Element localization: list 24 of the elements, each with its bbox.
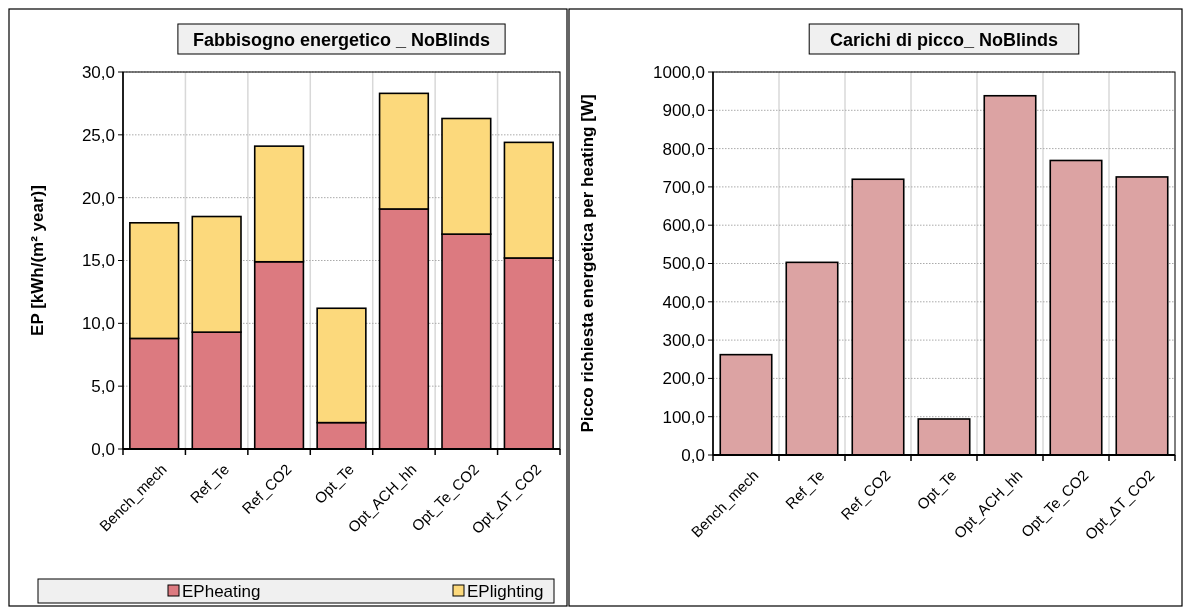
y-tick-label: 0,0 — [681, 445, 705, 465]
legend-label: EPheating — [182, 582, 261, 601]
y-tick-label: 100,0 — [662, 407, 705, 427]
y-axis-title: Picco richiesta energetica per heating [W] — [578, 94, 597, 433]
y-tick-label: 900,0 — [662, 101, 705, 121]
y-tick-label: 300,0 — [662, 331, 705, 351]
chart-title: Carichi di picco_ NoBlinds — [829, 30, 1059, 50]
y-tick-label: 0,0 — [91, 439, 115, 459]
y-tick-label: 10,0 — [81, 314, 115, 334]
y-tick-label: 15,0 — [81, 251, 115, 271]
y-axis-title: EP [kWh/(m² year)] — [28, 185, 47, 336]
legend-label: EPlighting — [467, 582, 544, 601]
y-tick-label: 5,0 — [91, 377, 115, 397]
y-tick-label: 20,0 — [81, 188, 115, 208]
y-tick-label: 25,0 — [81, 125, 115, 145]
y-tick-label: 500,0 — [662, 254, 705, 274]
y-tick-label: 700,0 — [662, 177, 705, 197]
y-tick-label: 200,0 — [662, 369, 705, 389]
y-tick-label: 30,0 — [81, 62, 115, 82]
y-tick-label: 800,0 — [662, 139, 705, 159]
y-tick-label: 400,0 — [662, 292, 705, 312]
y-tick-label: 1000,0 — [653, 62, 705, 82]
chart-title: Fabbisogno energetico _ NoBlinds — [192, 30, 491, 50]
y-tick-label: 600,0 — [662, 216, 705, 236]
